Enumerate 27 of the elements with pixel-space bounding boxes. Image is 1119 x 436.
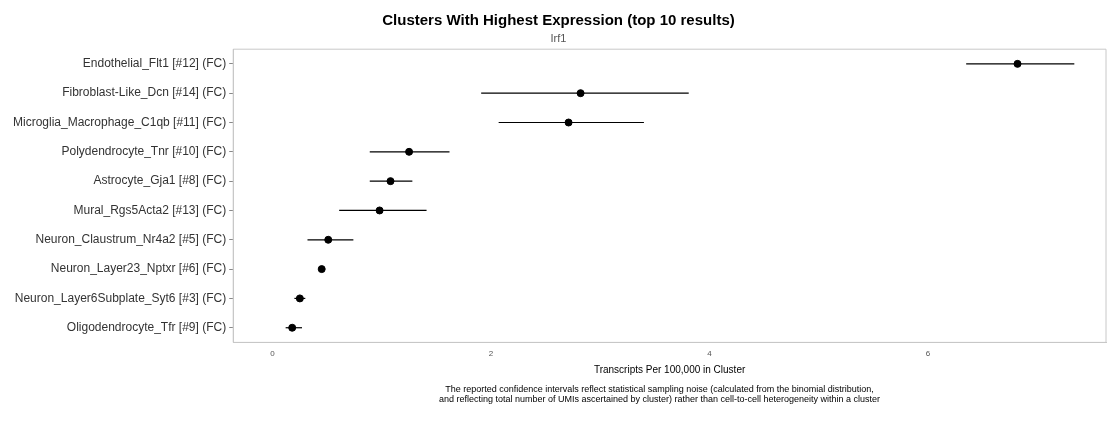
point (288, 323, 297, 332)
point (405, 147, 414, 156)
point (317, 265, 326, 274)
y-tick-label: Neuron_Layer6Subplate_Syt6 [#3] (FC) (14, 290, 227, 305)
point (564, 118, 573, 127)
x-tick-label: 0 (270, 349, 276, 359)
x-tick-label: 4 (707, 349, 713, 359)
point (375, 206, 384, 215)
x-tick-label: 6 (925, 349, 931, 359)
text: The reported confidence intervals reflect statistical sampling noise (calculated from the binomial distribution, and reflecting total number of UMIs ascertained by cluster) rather than cell-to-cell heterogeneity within a cluster (437, 384, 882, 404)
y-tick-label: Fibroblast-Like_Dcn [#14] (FC) (62, 85, 227, 100)
chart-title: Clusters With Highest Expression (top 10 results) (382, 11, 735, 29)
y-tick-label: Polydendrocyte_Tnr [#10] (FC) (61, 144, 227, 159)
y-tick-label: Endothelial_Flt1 [#12] (FC) (82, 56, 227, 71)
point (576, 89, 585, 98)
y-tick-label: Mural_Rgs5Acta2 [#13] (FC) (73, 202, 227, 217)
y-tick-label: Oligodendrocyte_Tfr [#9] (FC) (66, 320, 227, 335)
point (386, 177, 395, 186)
y-tick-label: Microglia_Macrophage_C1qb [#11] (FC) (12, 114, 227, 129)
y-tick-label: Neuron_Layer23_Nptxr [#6] (FC) (50, 261, 227, 276)
y-tick-label: Astrocyte_Gja1 [#8] (FC) (93, 173, 227, 188)
point (324, 235, 333, 244)
x-axis-title: Transcripts Per 100,000 in Cluster (593, 363, 746, 375)
point (1013, 59, 1022, 68)
y-tick-label: Neuron_Claustrum_Nr4a2 [#5] (FC) (35, 232, 227, 247)
x-tick-label: 2 (488, 349, 494, 359)
chart-subtitle: Irf1 (550, 31, 567, 44)
